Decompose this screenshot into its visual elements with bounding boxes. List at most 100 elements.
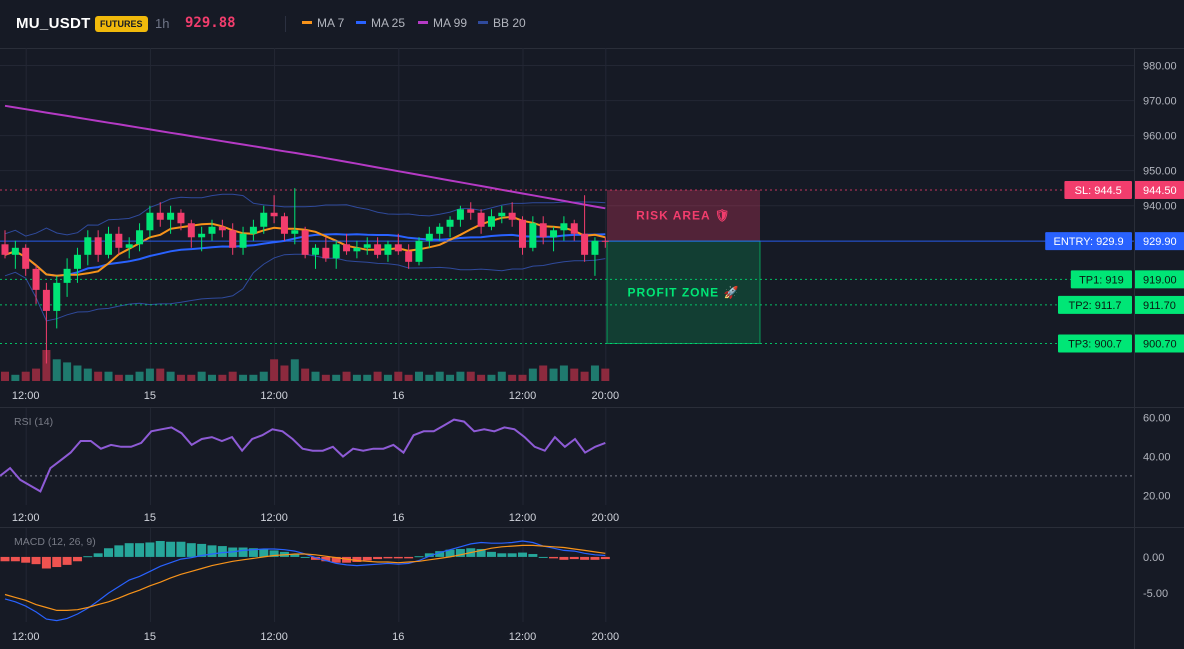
symbol-title[interactable]: MU_USDT: [16, 15, 91, 32]
level-axis-tag-bg: [1135, 232, 1184, 251]
candle: [456, 205, 464, 227]
candle: [42, 282, 50, 364]
time-tick-label: 12:00: [12, 390, 40, 402]
volume-bar: [477, 374, 486, 381]
volume-bar: [239, 374, 248, 381]
candle-body: [53, 282, 61, 311]
candle: [570, 219, 578, 241]
time-tick-label: 15: [144, 512, 156, 524]
macd-histogram-bar: [217, 546, 227, 557]
candle-body: [374, 244, 382, 255]
candle-body: [591, 240, 599, 255]
profit-zone-label: PROFIT ZONE 🚀: [628, 285, 740, 299]
volume-bar: [125, 374, 134, 381]
candle-body: [187, 223, 195, 238]
time-tick-label: 15: [144, 631, 156, 643]
time-tick-label: 16: [392, 512, 404, 524]
candle-body: [519, 219, 526, 248]
macd-histogram-bar: [238, 547, 248, 557]
candle: [105, 226, 112, 259]
macd-histogram-bar: [0, 556, 10, 562]
legend-ma99[interactable]: MA 99: [418, 16, 467, 30]
volume-bar: [249, 374, 258, 381]
legend-ma25[interactable]: MA 25: [356, 16, 405, 30]
candle-body: [415, 240, 423, 262]
candle: [115, 226, 123, 255]
candle-body: [436, 226, 444, 234]
volume-bar: [73, 365, 82, 381]
candle-body: [94, 237, 102, 255]
legend-bb20[interactable]: BB 20: [478, 16, 526, 30]
volume-bar: [52, 359, 61, 381]
volume-bar: [32, 368, 41, 381]
volume-bar: [342, 371, 351, 381]
candle: [291, 188, 299, 245]
candle-body: [363, 244, 371, 248]
candle-body: [550, 230, 558, 238]
candle: [581, 195, 589, 262]
candle: [11, 240, 19, 269]
volume-bar: [456, 371, 465, 381]
macd-histogram-bar: [549, 556, 559, 559]
candle-body: [446, 219, 454, 227]
candle: [539, 216, 547, 245]
macd-tick-label: -5.00: [1143, 588, 1168, 600]
legend-ma7[interactable]: MA 7: [302, 16, 344, 30]
time-tick-label: 12:00: [260, 512, 288, 524]
candle: [519, 216, 526, 255]
candle: [394, 233, 402, 255]
level-tag-label: SL: 944.5: [1075, 185, 1122, 197]
level-axis-label: 900.70: [1143, 338, 1177, 350]
header-divider: [285, 16, 286, 32]
volume-bar: [570, 368, 579, 381]
volume-bar: [528, 368, 537, 381]
macd-histogram-bar: [72, 556, 82, 562]
candle-body: [218, 226, 226, 231]
candle-body: [384, 244, 392, 255]
candle: [467, 202, 475, 220]
volume-bar: [363, 374, 372, 381]
candle-body: [280, 216, 288, 234]
level-axis-tag-bg: [1135, 334, 1184, 353]
volume-bar: [487, 374, 496, 381]
timeframe-label[interactable]: 1h: [155, 16, 170, 31]
candle: [529, 216, 537, 252]
macd-histogram-bar: [259, 548, 269, 557]
macd-histogram-bar: [321, 556, 331, 562]
candle-body: [156, 212, 164, 220]
volume-bar: [290, 359, 299, 381]
price-tick-label: 950.00: [1143, 166, 1177, 178]
candle-body: [394, 244, 402, 252]
level-axis-label: 944.50: [1143, 185, 1177, 197]
candle-body: [312, 247, 319, 255]
profit-zone[interactable]: [606, 240, 761, 344]
volume-bar: [114, 374, 123, 381]
legend-swatch-icon: [356, 21, 366, 25]
macd-histogram-bar: [248, 548, 258, 557]
candle: [1, 230, 9, 259]
macd-histogram-bar: [93, 553, 103, 557]
macd-histogram-bar: [476, 548, 486, 557]
time-tick-label: 16: [392, 390, 404, 402]
volume-bar: [259, 371, 268, 381]
volume-bar: [187, 374, 196, 381]
candle-body: [529, 223, 537, 248]
macd-histogram-bar: [424, 553, 434, 557]
macd-histogram-bar: [176, 541, 186, 557]
volume-bar: [63, 362, 72, 381]
candle-body: [260, 212, 268, 227]
risk-area-zone[interactable]: [607, 189, 760, 242]
candle-body: [32, 268, 40, 290]
candle-body: [22, 247, 30, 269]
level-axis-tag-bg: [1135, 295, 1184, 314]
candle: [353, 240, 361, 259]
candle: [229, 223, 237, 255]
volume-bar: [280, 365, 289, 381]
candle-body: [343, 244, 351, 252]
macd-histogram-bar: [290, 554, 300, 557]
candle-body: [229, 230, 237, 248]
macd-histogram-bar: [124, 543, 134, 557]
candle: [187, 219, 195, 248]
candle: [270, 195, 278, 224]
